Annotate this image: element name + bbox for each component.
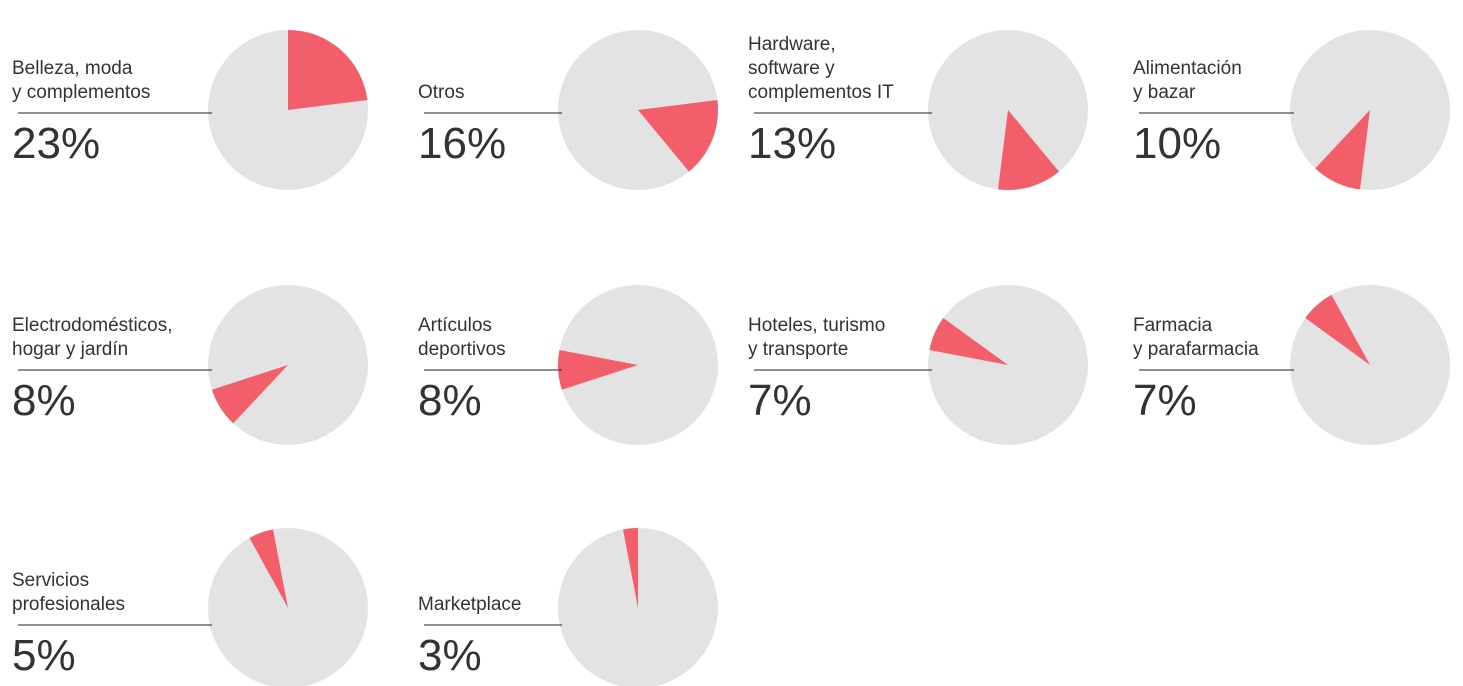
pie-slice <box>1305 294 1370 365</box>
category-label: Farmacia y parafarmacia <box>1133 315 1259 360</box>
pie-slice <box>211 365 288 424</box>
value-label: 7% <box>748 376 812 425</box>
pie-slice <box>558 350 638 390</box>
value-label: 23% <box>12 119 101 168</box>
pie-slice <box>929 317 1008 365</box>
category-label: Belleza, moda y complementos <box>12 58 151 103</box>
pie-slice <box>1315 110 1370 190</box>
pie-slice <box>997 110 1059 190</box>
category-label: Artículos deportivos <box>418 315 506 360</box>
pie-slice <box>288 30 368 110</box>
category-label: Alimentación y bazar <box>1133 58 1242 103</box>
value-label: 5% <box>12 631 76 680</box>
value-label: 3% <box>418 631 482 680</box>
category-label: Servicios profesionales <box>12 570 126 615</box>
category-label: Hardware, software y complementos IT <box>748 34 894 103</box>
category-label: Marketplace <box>418 594 522 615</box>
value-label: 8% <box>418 376 482 425</box>
category-label: Otros <box>418 82 465 103</box>
category-label: Electrodomésticos, hogar y jardín <box>12 315 173 360</box>
value-label: 16% <box>418 119 507 168</box>
value-label: 7% <box>1133 376 1197 425</box>
value-label: 13% <box>748 119 837 168</box>
category-label: Hoteles, turismo y transporte <box>748 315 886 360</box>
pie-background <box>208 528 368 686</box>
pie-slice <box>623 528 638 608</box>
value-label: 10% <box>1133 119 1222 168</box>
value-label: 8% <box>12 376 76 425</box>
pie-slice <box>249 529 288 608</box>
pie-slice <box>638 99 718 172</box>
